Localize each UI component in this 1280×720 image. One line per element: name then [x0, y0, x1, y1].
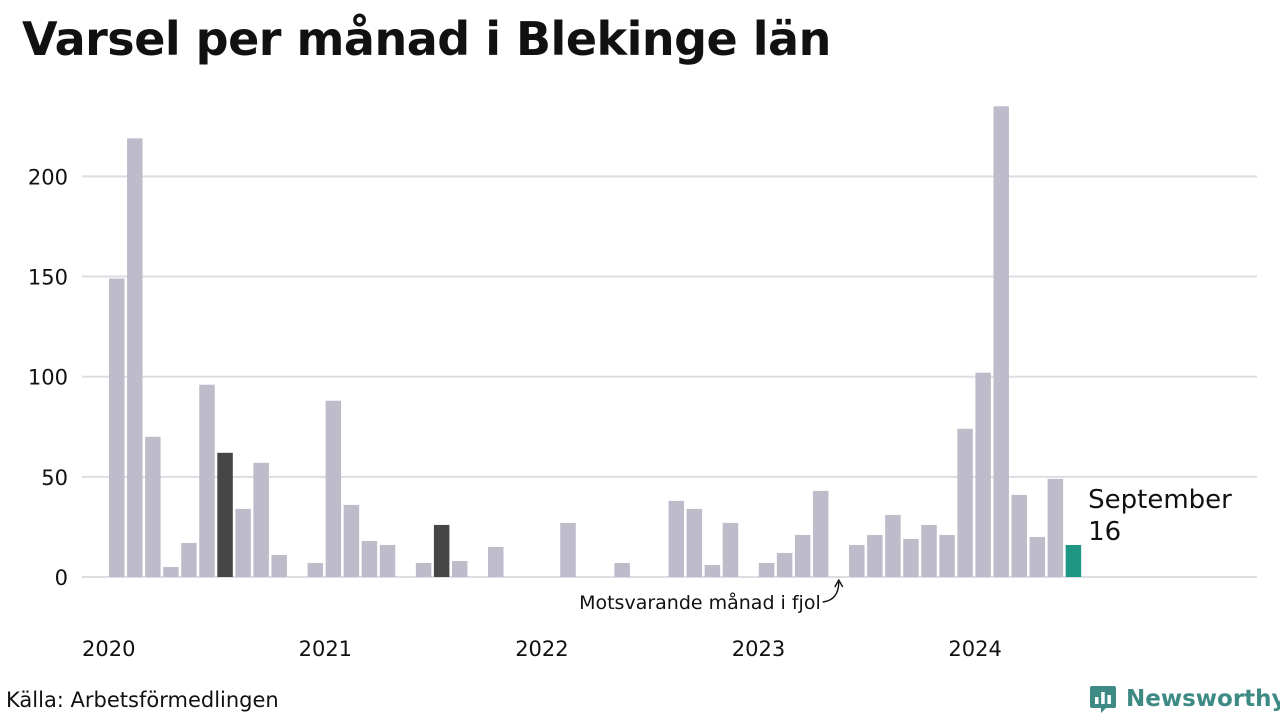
bar [686, 508, 703, 577]
bar [325, 400, 342, 577]
bar [163, 566, 179, 577]
x-tick-label: 2023 [732, 637, 785, 661]
bar [415, 562, 432, 577]
prior-year-arrowhead [834, 578, 844, 588]
bar [343, 504, 360, 577]
bar [379, 544, 396, 577]
bar [145, 436, 161, 577]
bar [668, 500, 685, 577]
bar [560, 522, 576, 577]
bar [614, 562, 630, 577]
x-tick-label: 2021 [299, 637, 352, 661]
bar [217, 452, 233, 577]
newsworthy-logo: Newsworthy [1088, 684, 1280, 714]
chart-title: Varsel per månad i Blekinge län [22, 12, 831, 66]
prior-year-arrow [822, 581, 840, 603]
bar [957, 428, 973, 577]
y-axis: 0 50 100 150 200 [28, 165, 68, 590]
x-axis: 2020 2021 2022 2023 2024 [82, 637, 1002, 661]
bar [433, 524, 450, 577]
bar [939, 534, 955, 577]
bar [1011, 494, 1027, 577]
bar [451, 560, 468, 577]
bar [199, 384, 215, 577]
bar [271, 554, 287, 577]
source-label: Källa: Arbetsförmedlingen [6, 688, 279, 712]
bar [867, 534, 883, 577]
newsworthy-logo-icon [1090, 686, 1116, 713]
bar [109, 278, 125, 577]
bar [704, 564, 721, 577]
x-tick-label: 2024 [948, 637, 1001, 661]
bar [722, 522, 739, 577]
bar [1029, 536, 1046, 577]
highlight-value-label: 16 [1088, 517, 1121, 547]
bar [794, 534, 811, 577]
bars [109, 106, 1082, 578]
y-tick-label: 0 [55, 566, 68, 590]
bar [849, 544, 865, 577]
bar [758, 562, 775, 577]
bar [993, 106, 1009, 578]
highlight-month-label: September [1088, 485, 1232, 515]
bar [812, 490, 829, 577]
x-tick-label: 2020 [82, 637, 135, 661]
bar [235, 508, 251, 577]
y-tick-label: 150 [28, 266, 68, 290]
bar [975, 372, 991, 577]
x-tick-label: 2022 [515, 637, 568, 661]
bar [1065, 544, 1082, 577]
prior-year-label: Motsvarande månad i fjol [579, 591, 821, 614]
y-tick-label: 50 [41, 466, 68, 490]
y-tick-label: 100 [28, 366, 68, 390]
bar [885, 514, 901, 577]
bar [181, 542, 197, 577]
bar [253, 462, 269, 577]
bar [307, 562, 324, 577]
bar [776, 552, 793, 577]
bar [127, 138, 143, 577]
bar [1047, 478, 1064, 577]
y-tick-label: 200 [28, 165, 68, 189]
bar [361, 540, 378, 577]
bar [921, 524, 937, 577]
brand-name: Newsworthy [1126, 686, 1280, 712]
bar [903, 538, 919, 577]
bar [488, 546, 504, 577]
